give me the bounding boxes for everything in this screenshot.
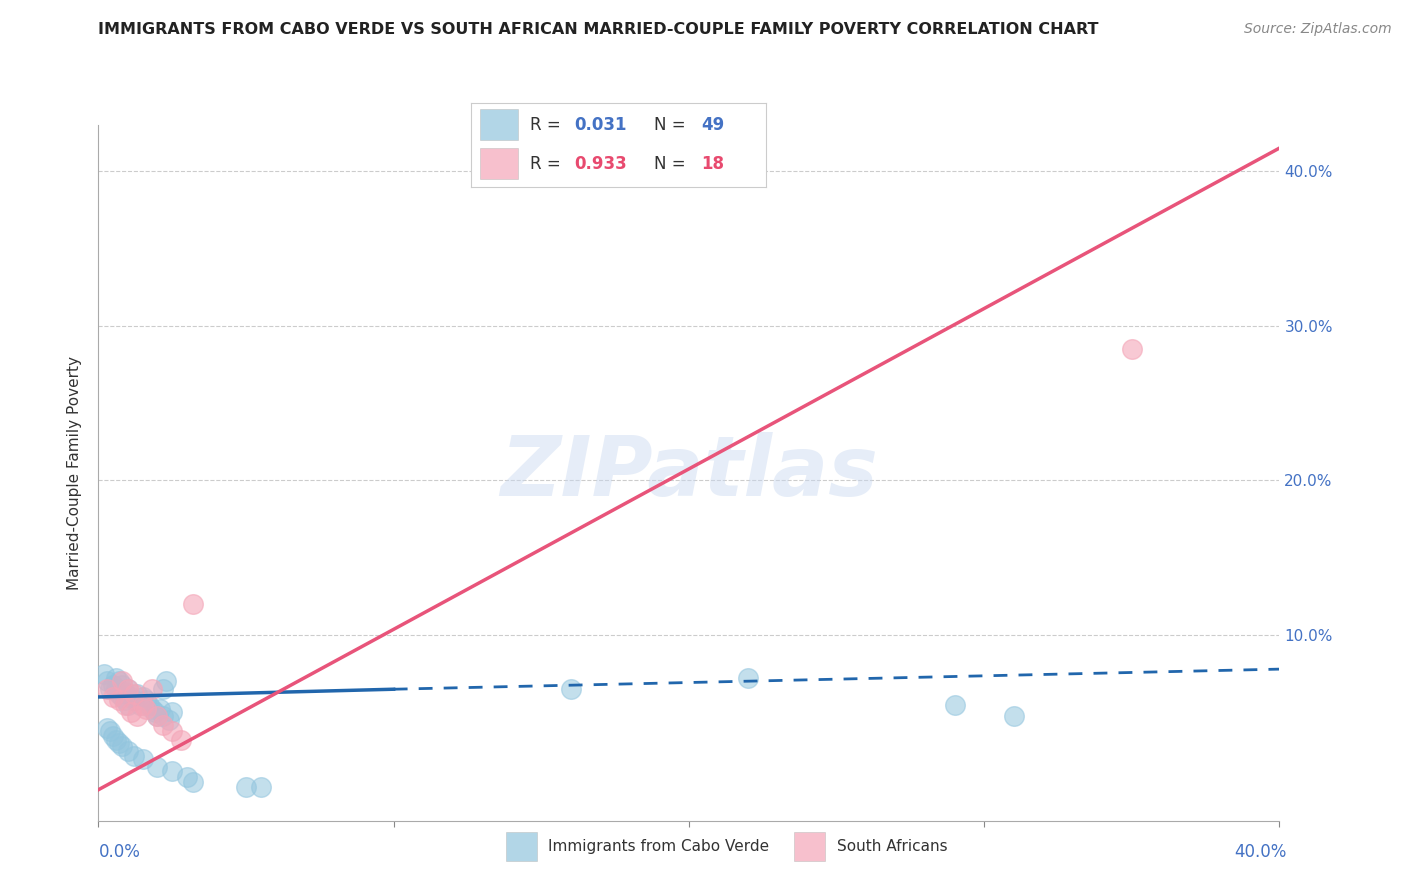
Point <box>105 733 128 747</box>
Point <box>181 597 204 611</box>
Point <box>120 690 142 704</box>
Point <box>143 706 166 720</box>
Point <box>108 693 131 707</box>
Point <box>176 770 198 784</box>
Point <box>162 723 183 738</box>
Point <box>132 690 155 704</box>
Point <box>108 736 131 750</box>
Text: 0.933: 0.933 <box>575 154 627 172</box>
Point <box>146 759 169 773</box>
Point <box>132 698 155 712</box>
Point <box>111 739 134 754</box>
Point <box>181 775 204 789</box>
Point <box>152 682 174 697</box>
Point <box>93 666 115 681</box>
Bar <box>479 110 519 140</box>
Text: R =: R = <box>530 116 567 134</box>
Point <box>103 690 125 704</box>
Text: 40.0%: 40.0% <box>1234 843 1286 861</box>
Bar <box>479 148 519 178</box>
Point <box>149 702 172 716</box>
Point <box>560 682 582 697</box>
Y-axis label: Married-Couple Family Poverty: Married-Couple Family Poverty <box>67 356 83 590</box>
Text: 0.0%: 0.0% <box>98 843 141 861</box>
Point <box>152 708 174 723</box>
Point <box>114 685 136 699</box>
Text: N =: N = <box>654 116 690 134</box>
Text: 0.031: 0.031 <box>575 116 627 134</box>
Point <box>114 698 136 712</box>
Text: ZIPatlas: ZIPatlas <box>501 433 877 513</box>
Point <box>122 687 145 701</box>
Point <box>146 708 169 723</box>
Point <box>108 687 131 701</box>
Point <box>141 682 163 697</box>
Point <box>235 780 257 794</box>
Point <box>1002 708 1025 723</box>
Point <box>111 674 134 689</box>
Text: R =: R = <box>530 154 567 172</box>
Point <box>125 708 148 723</box>
Point <box>132 752 155 766</box>
Text: Immigrants from Cabo Verde: Immigrants from Cabo Verde <box>548 839 769 854</box>
Point <box>170 733 193 747</box>
Point <box>138 698 160 712</box>
Text: South Africans: South Africans <box>837 839 948 854</box>
Point <box>122 693 145 707</box>
Point <box>141 702 163 716</box>
Point <box>157 713 180 727</box>
Point <box>128 698 150 712</box>
Point <box>103 729 125 743</box>
Point <box>146 708 169 723</box>
Text: 49: 49 <box>702 116 724 134</box>
Point <box>162 764 183 779</box>
Point <box>135 702 157 716</box>
Text: Source: ZipAtlas.com: Source: ZipAtlas.com <box>1244 22 1392 37</box>
Point <box>98 682 121 697</box>
Point <box>105 682 128 697</box>
Text: N =: N = <box>654 154 690 172</box>
Point <box>105 672 128 686</box>
Point <box>155 674 177 689</box>
Point <box>122 748 145 763</box>
Text: 18: 18 <box>702 154 724 172</box>
Point <box>162 706 183 720</box>
Point <box>96 674 118 689</box>
Point <box>117 682 139 697</box>
Point <box>152 718 174 732</box>
Point <box>737 672 759 686</box>
Point <box>117 698 139 712</box>
Point <box>135 693 157 707</box>
Point <box>125 687 148 701</box>
Point <box>943 698 966 712</box>
Point <box>117 682 139 697</box>
Point <box>96 682 118 697</box>
Point <box>250 780 273 794</box>
Point <box>117 744 139 758</box>
Point <box>111 677 134 691</box>
Point <box>120 706 142 720</box>
Point <box>1121 342 1143 356</box>
Text: IMMIGRANTS FROM CABO VERDE VS SOUTH AFRICAN MARRIED-COUPLE FAMILY POVERTY CORREL: IMMIGRANTS FROM CABO VERDE VS SOUTH AFRI… <box>98 22 1099 37</box>
Point <box>108 674 131 689</box>
Point <box>111 690 134 704</box>
Point <box>96 721 118 735</box>
Point <box>114 693 136 707</box>
Point <box>103 677 125 691</box>
Point <box>98 723 121 738</box>
